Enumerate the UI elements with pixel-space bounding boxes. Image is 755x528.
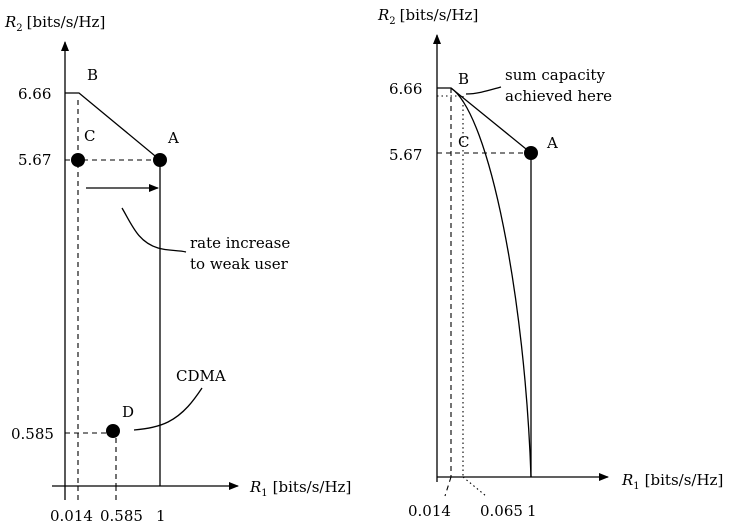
point-a-left [153,153,167,167]
cdma-label: CDMA [176,367,226,385]
right-y-tick-5.67: 5.67 [389,146,422,164]
right-y-tick-6.66: 6.66 [389,80,422,98]
point-label-c-right: C [458,133,469,151]
sum-capacity-label-line1: sum capacity [505,66,605,84]
left-y-axis-title: R2 [bits/s/Hz] [4,13,105,34]
left-x-tick-1: 1 [156,507,166,525]
left-x-tick-0.585: 0.585 [100,507,143,525]
rate-increase-label-line1: rate increase [190,234,290,252]
right-tick-leader-0.014 [444,476,452,497]
sum-capacity-leader [465,86,502,95]
left-capacity-boundary [65,92,161,486]
rate-increase-label-line2: to weak user [190,255,289,273]
right-capacity-boundary [437,87,532,477]
point-label-c-left: C [84,127,95,145]
point-label-a-right: A [546,134,558,152]
point-c-left [71,153,85,167]
point-a-right [524,146,538,160]
right-panel: R2 [bits/s/Hz] R1 [bits/s/Hz] 6.66 5.67 0.… [377,6,723,520]
left-y-tick-5.67: 5.67 [18,151,51,169]
rate-increase-leader [121,207,187,253]
point-d-left [106,424,120,438]
left-x-axis-title: R1 [bits/s/Hz] [249,478,351,499]
right-curved-boundary [450,87,532,478]
right-x-tick-0.014: 0.014 [408,502,451,520]
right-y-axis-title: R2 [bits/s/Hz] [377,6,478,27]
cdma-leader [133,387,203,431]
sum-capacity-label-line2: achieved here [505,87,612,105]
left-y-tick-6.66: 6.66 [18,85,51,103]
right-x-tick-1: 1 [527,502,537,520]
point-label-a-left: A [167,129,179,147]
left-x-tick-0.014: 0.014 [50,507,93,525]
left-y-tick-0.585: 0.585 [11,425,54,443]
point-label-b-right: B [458,70,469,88]
right-x-tick-0.065: 0.065 [480,502,523,520]
right-x-axis-title: R1 [bits/s/Hz] [621,471,723,492]
point-label-d-left: D [122,403,134,421]
point-label-b-left: B [87,66,98,84]
left-panel: R2 [bits/s/Hz] R1 [bits/s/Hz] 6.66 5.67 0.… [4,13,351,525]
right-tick-leader-0.065 [462,476,487,497]
